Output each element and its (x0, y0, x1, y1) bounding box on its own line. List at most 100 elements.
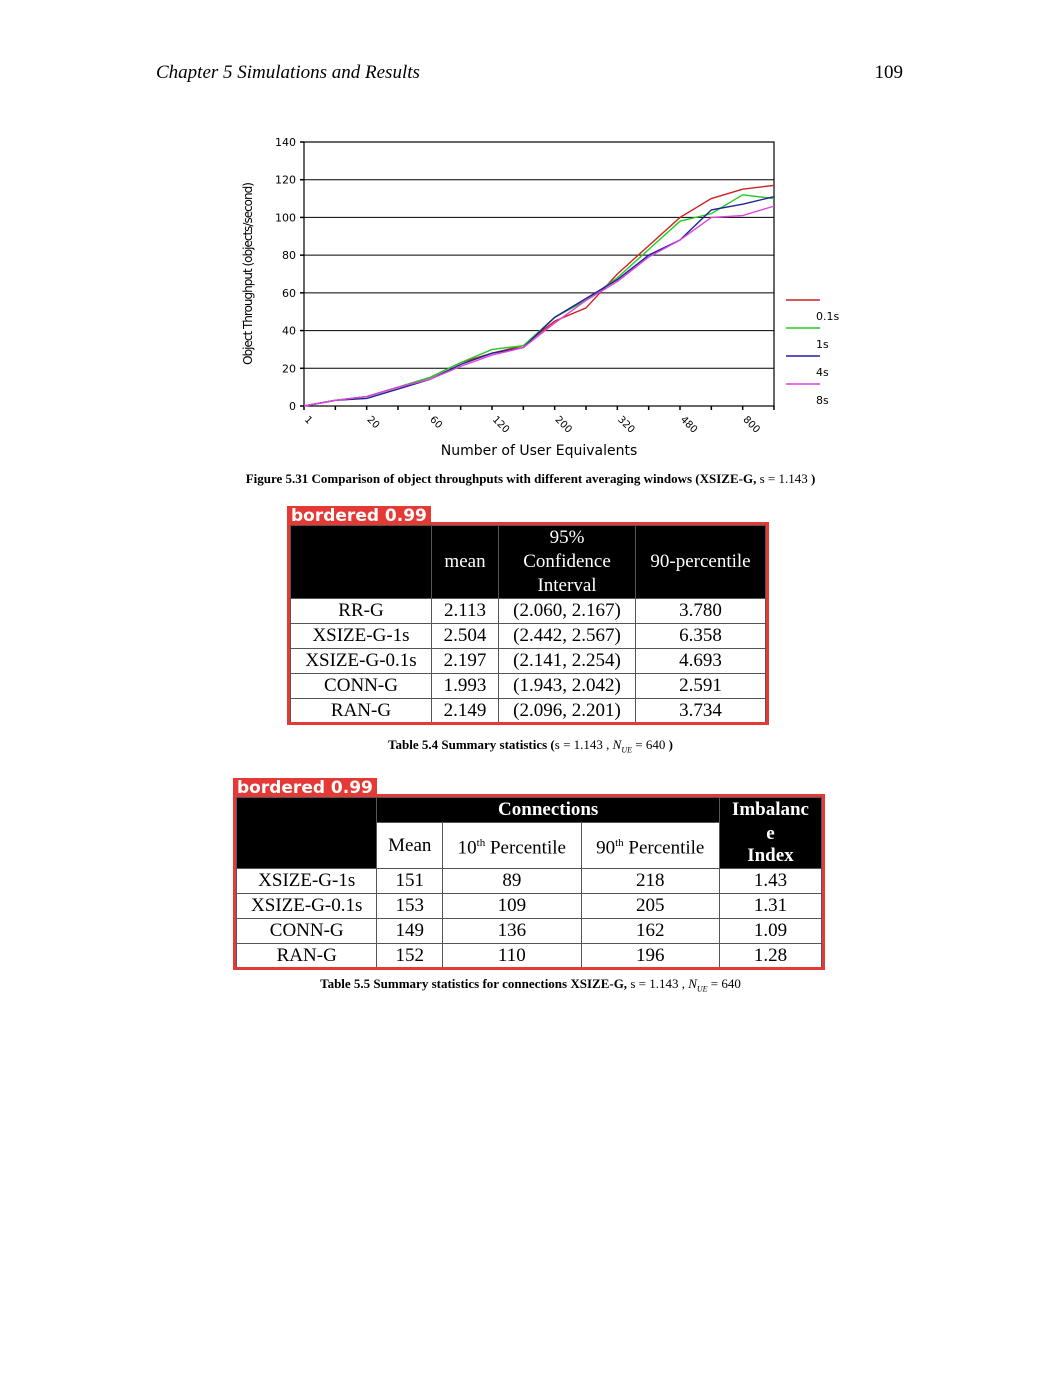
t5-header-p10-sup: th (476, 836, 486, 849)
table-row: XSIZE-G-1s 2.504 (2.442, 2.567) 6.358 (290, 623, 766, 649)
x-tick-label: 60 (427, 414, 444, 431)
legend-label: 8s (816, 394, 829, 407)
page-number: 109 (874, 62, 904, 83)
t5-header-p90-num: 90 (596, 837, 616, 859)
legend-label: 4s (816, 366, 829, 379)
t4-row-ci: (2.442, 2.567) (498, 623, 636, 649)
t5-row-p10: 89 (442, 868, 582, 894)
figure-caption: Figure 5.31 Comparison of object through… (0, 471, 1061, 487)
series-line-8s (303, 205, 775, 407)
t4-row-mean: 2.197 (431, 648, 499, 674)
x-tick-label: 200 (553, 414, 574, 435)
t5-row-p90: 196 (580, 943, 720, 969)
t4-row-name: XSIZE-G-1s (290, 623, 432, 649)
t5-header-p10: 10th Percentile (442, 822, 582, 869)
summary-table-5-5: Connections Imbalanc Mean 10th Percentil… (235, 797, 823, 969)
figure-caption-end: ) (810, 471, 816, 486)
x-tick-label: 20 (365, 414, 382, 431)
figure-caption-math: s = 1.143 (759, 471, 811, 486)
t4-row-mean: 2.113 (431, 598, 499, 624)
t5-header-imbalance-3: Index (747, 845, 794, 867)
t5-row-mean: 151 (376, 868, 444, 894)
y-tick-label: 100 (275, 211, 296, 224)
t5-row-name: CONN-G (235, 918, 378, 944)
t5-row-mean: 152 (376, 943, 444, 969)
y-tick-label: 20 (282, 362, 296, 375)
table4-caption-N: N (612, 737, 622, 752)
legend-label: 0.1s (816, 310, 839, 323)
t4-row-ci: (2.096, 2.201) (498, 698, 636, 724)
t4-row-mean: 2.504 (431, 623, 499, 649)
y-tick-label: 40 (282, 325, 296, 338)
table-row: XSIZE-G-0.1s 153 109 205 1.31 (235, 893, 823, 919)
table-row: RR-G 2.113 (2.060, 2.167) 3.780 (290, 598, 766, 624)
t5-header-p90-rest: Percentile (623, 837, 705, 859)
t5-row-p10: 109 (442, 893, 582, 919)
t4-row-p90: 6.358 (635, 623, 766, 649)
y-tick-label: 80 (282, 249, 296, 262)
t4-row-p90: 4.693 (635, 648, 766, 674)
t5-header-imbalance: e Index (718, 822, 823, 869)
table4-caption-math2: = 640 (632, 737, 669, 752)
table4-caption: Table 5.4 Summary statistics (s = 1.143 … (0, 737, 1061, 755)
y-tick-label: 140 (275, 136, 296, 149)
table-row: RAN-G 152 110 196 1.28 (235, 943, 823, 969)
t4-row-p90: 2.591 (635, 673, 766, 699)
x-tick-label: 1 (302, 414, 314, 426)
t5-row-name: RAN-G (235, 943, 378, 969)
throughput-chart: 0 20 40 60 80 100 120 140 1 20 60 120 200 320 480 800 0.… (236, 128, 856, 468)
table-row: XSIZE-G-1s 151 89 218 1.43 (235, 868, 823, 894)
t5-row-mean: 149 (376, 918, 444, 944)
t5-row-p90: 218 (580, 868, 720, 894)
t5-row-imb: 1.43 (718, 868, 823, 894)
table5-caption-text: Table 5.5 Summary statistics for connect… (320, 976, 631, 991)
t5-header-imbalance-2: e (766, 823, 775, 845)
t4-row-name: RAN-G (290, 698, 432, 724)
t4-row-mean: 2.149 (431, 698, 499, 724)
t4-row-ci: (1.943, 2.042) (498, 673, 636, 699)
t5-row-name: XSIZE-G-0.1s (235, 893, 378, 919)
x-axis-label: Number of User Equivalents (441, 443, 638, 459)
t5-row-name: XSIZE-G-1s (235, 868, 378, 894)
t5-row-p10: 136 (442, 918, 582, 944)
t5-header-p90: 90th Percentile (580, 822, 720, 869)
table4-caption-end: ) (668, 737, 673, 752)
t4-header-percentile: 90-percentile (635, 525, 766, 599)
t5-row-mean: 153 (376, 893, 444, 919)
y-tick-label: 0 (289, 400, 296, 413)
t5-row-imb: 1.09 (718, 918, 823, 944)
t5-row-imb: 1.28 (718, 943, 823, 969)
plot-frame (303, 141, 775, 407)
table5-caption-math1: s = 1.143 , (630, 976, 689, 991)
t4-row-p90: 3.734 (635, 698, 766, 724)
table-row: RAN-G 2.149 (2.096, 2.201) 3.734 (290, 698, 766, 724)
t5-row-p10: 110 (442, 943, 582, 969)
x-tick-label: 120 (490, 414, 511, 435)
series-line-0.1s (303, 184, 775, 407)
table5-caption: Table 5.5 Summary statistics for connect… (0, 976, 1061, 994)
t5-header-p90-sup: th (615, 836, 624, 849)
t5-header-imbalance-1: Imbalanc (718, 797, 823, 823)
summary-table-5-4: mean 95% 90-percentile Confidence Interv… (290, 525, 766, 724)
legend-label: 1s (816, 338, 829, 351)
table5-caption-N: N (688, 976, 697, 991)
t4-header-ci-2: Confidence (498, 550, 636, 574)
t4-row-ci: (2.060, 2.167) (498, 598, 636, 624)
t5-header-mean: Mean (376, 822, 444, 869)
table5-caption-sub: UE (696, 984, 708, 994)
t4-row-name: XSIZE-G-0.1s (290, 648, 432, 674)
series-line-4s (303, 196, 775, 407)
t4-row-name: RR-G (290, 598, 432, 624)
detection-label-table4: bordered 0.99 (287, 506, 431, 526)
t5-row-p90: 162 (580, 918, 720, 944)
chapter-header: Chapter 5 Simulations and Results (156, 62, 420, 83)
table4-caption-math1: s = 1.143 , (554, 737, 613, 752)
t5-header-p10-num: 10 (457, 837, 477, 859)
t4-row-ci: (2.141, 2.254) (498, 648, 636, 674)
x-tick-label: 480 (678, 414, 699, 435)
table-row: XSIZE-G-0.1s 2.197 (2.141, 2.254) 4.693 (290, 648, 766, 674)
x-tick-label: 800 (741, 414, 762, 435)
t4-header-mean: mean (431, 525, 499, 599)
table4-caption-sub: UE (621, 745, 632, 755)
